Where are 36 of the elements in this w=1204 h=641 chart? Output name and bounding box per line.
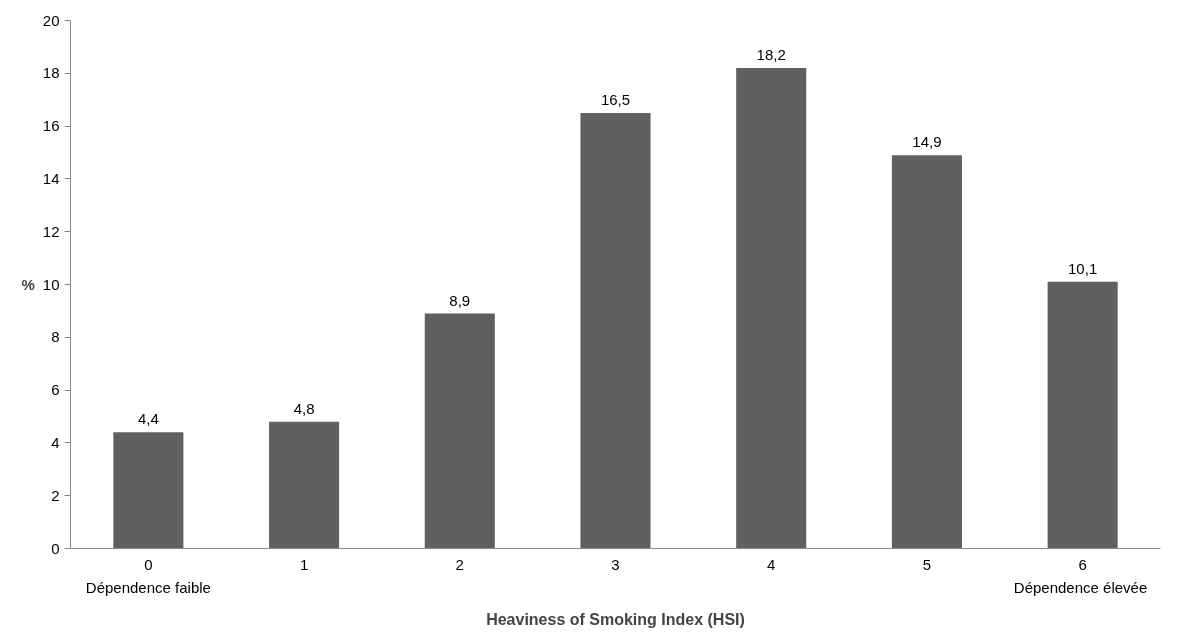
y-tick-label: 10 — [42, 275, 60, 293]
data-label: 4,8 — [293, 399, 315, 417]
bar — [424, 313, 495, 549]
x-axis-title: Heaviness of Smoking Index (HSI) — [486, 610, 745, 628]
bar — [891, 155, 962, 549]
y-tick-label: 6 — [51, 381, 60, 399]
bar — [113, 432, 184, 549]
y-tick-label: 4 — [51, 433, 60, 451]
y-tick-label: 20 — [42, 11, 60, 29]
data-label: 18,2 — [756, 46, 786, 64]
x-tick-label: 1 — [299, 555, 309, 573]
x-tick-label: 6 — [1078, 555, 1087, 573]
bar — [269, 421, 340, 549]
text: Dépendence élevée — [1013, 578, 1148, 596]
y-tick-label: 0 — [51, 539, 60, 557]
text: Dépendence faible — [85, 578, 211, 596]
x-tick-label: 3 — [611, 555, 620, 573]
x-tick-label: 2 — [455, 555, 464, 573]
bar — [1047, 281, 1118, 549]
x-tick-label: 0 — [144, 555, 153, 573]
data-label: 8,9 — [449, 291, 471, 309]
data-label: 14,9 — [912, 133, 942, 151]
data-label: 4,4 — [137, 410, 159, 428]
bar — [580, 112, 651, 549]
x-tick-label: 5 — [922, 555, 932, 573]
y-tick-label: 12 — [42, 222, 60, 240]
x-tick-label: 4 — [767, 555, 776, 573]
y-tick-label: 2 — [51, 486, 60, 504]
y-tick-label: 14 — [42, 169, 60, 187]
data-label: 16,5 — [600, 90, 631, 108]
y-tick-label: 16 — [42, 117, 60, 135]
y-tick-label: 18 — [42, 64, 60, 82]
y-axis-title: % — [21, 276, 35, 293]
data-label: 10,1 — [1068, 259, 1098, 277]
y-tick-label: 8 — [51, 328, 60, 346]
bar — [736, 68, 807, 549]
